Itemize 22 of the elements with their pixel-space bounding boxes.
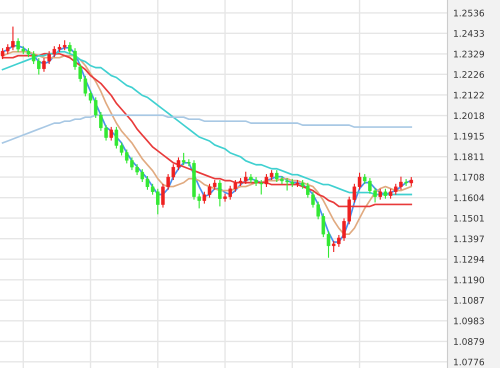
y-tick-label: 1.1811 <box>454 153 484 160</box>
y-tick-label: 1.2329 <box>454 50 484 58</box>
y-tick-label: 1.2122 <box>454 92 484 98</box>
y-tick-label: 1.0776 <box>454 358 484 366</box>
y-tick-label: 1.2536 <box>454 10 484 16</box>
y-tick-label: 1.0879 <box>454 338 484 345</box>
y-tick-label: 1.1087 <box>454 296 484 304</box>
candlestick <box>109 126 113 142</box>
y-tick-label: 1.2433 <box>454 30 484 37</box>
candlestick <box>384 188 388 200</box>
y-tick-label: 1.1915 <box>454 132 484 140</box>
y-tick-label: 1.1190 <box>454 276 484 284</box>
y-tick-label: 1.1501 <box>454 214 484 222</box>
candlestick <box>378 188 382 200</box>
y-tick-label: 1.2018 <box>454 112 484 120</box>
y-tick-label: 1.1294 <box>454 256 484 263</box>
y-tick-label: 1.1604 <box>454 194 484 202</box>
y-tick-label: 1.1708 <box>454 174 484 181</box>
y-tick-label: 1.1397 <box>454 235 484 242</box>
candlestick <box>218 179 222 207</box>
y-tick-label: 1.0983 <box>454 318 484 324</box>
y-tick-label: 1.2226 <box>454 71 484 78</box>
